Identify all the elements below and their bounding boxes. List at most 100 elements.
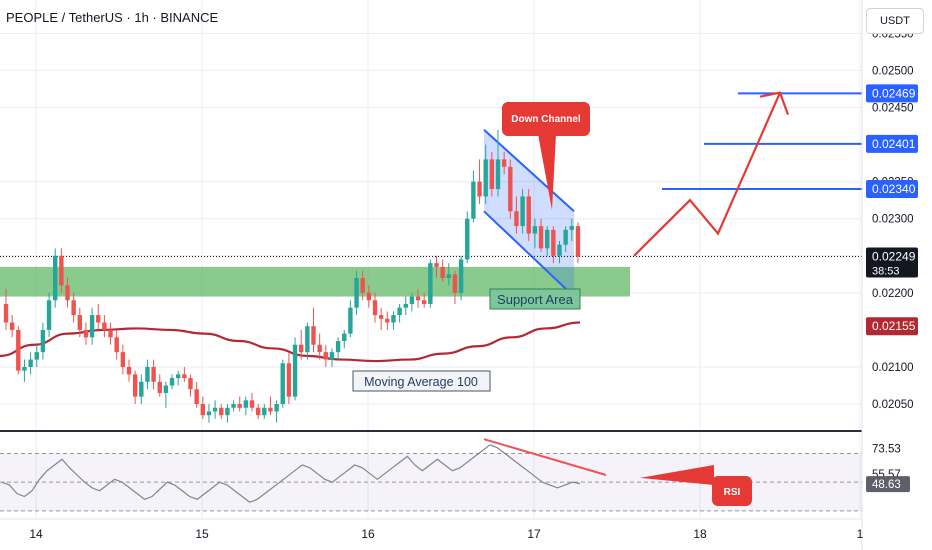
candle-body [323, 352, 328, 360]
chart-title: PEOPLE / TetherUS · 1h · BINANCE [6, 10, 219, 25]
moving-average-price-label: 0.02155 [872, 319, 916, 333]
candle-body [34, 352, 39, 360]
currency-selector[interactable]: USDT [866, 8, 924, 34]
rsi-pane: RSI [0, 438, 862, 512]
candle-body [280, 363, 285, 405]
candle-body [262, 407, 267, 416]
candle-body [96, 315, 101, 323]
support-area-callout[interactable]: Support Area [489, 288, 581, 310]
candle-body [372, 300, 378, 316]
candle-body [53, 255, 58, 301]
candle-body [551, 229, 556, 256]
candle-body [452, 274, 458, 293]
candle-body [428, 263, 433, 304]
candle-body [225, 407, 230, 416]
candle-body [311, 326, 316, 345]
rsi-axis-label: 73.53 [872, 443, 901, 455]
candle-body [489, 159, 495, 190]
down-channel-lower-line [483, 210, 575, 298]
forecast-arrow-head [759, 91, 790, 116]
last-price-label: 0.02249 [872, 250, 916, 264]
candle-body [22, 366, 27, 371]
support-area-label-box [489, 288, 581, 310]
candle-body [520, 196, 525, 227]
time-axis-tick-label: 1 [857, 527, 864, 541]
candle-countdown-label: 38:53 [872, 266, 900, 278]
candle-body [206, 411, 212, 416]
candle-body [182, 374, 187, 379]
candle-body [563, 229, 568, 245]
candle-body [3, 303, 9, 323]
candle-body [495, 159, 501, 190]
rsi-divergence-line [483, 438, 607, 476]
time-axis-tick-label: 16 [361, 527, 375, 541]
forecast-arrow-line [633, 92, 782, 257]
candle-body [354, 278, 359, 308]
candle-body [446, 274, 451, 279]
candle-body [471, 181, 476, 219]
price-axis-tick-label: 0.02300 [872, 214, 914, 226]
candle-body [274, 404, 279, 412]
down-channel-label: Down Channel [511, 114, 581, 125]
candle-body [145, 366, 150, 382]
moving-average-label: Moving Average 100 [364, 375, 478, 389]
candle-body [366, 292, 372, 301]
candle-body [102, 322, 107, 330]
candle-body [212, 407, 218, 412]
candle-body [569, 226, 574, 230]
candle-body [59, 255, 64, 286]
candle-body [243, 400, 249, 408]
candle-body [286, 363, 292, 397]
candle-body [335, 341, 341, 353]
candle-body [440, 266, 445, 279]
price-axis-tick-label: 0.02450 [872, 103, 914, 115]
rsi-callout-label: RSI [724, 487, 741, 498]
price-axis[interactable]: 0.020500.021000.022000.022500.023000.023… [861, 0, 918, 550]
time-axis[interactable]: 14 15 16 17 18 1 [0, 518, 864, 541]
candle-body [508, 166, 513, 212]
rsi-value-badge [866, 476, 910, 493]
price-axis-tick-label: 0.02100 [872, 362, 914, 374]
candle-body [188, 378, 193, 390]
candle-body [477, 181, 482, 197]
candle-body [114, 337, 119, 353]
down-channel-callout[interactable]: Down Channel [502, 102, 590, 210]
candle-body [545, 229, 550, 249]
candle-body [501, 159, 507, 167]
candle-body [132, 374, 138, 397]
candle-body [465, 218, 470, 260]
candle-body [532, 226, 538, 234]
grid [0, 0, 862, 518]
candle-body [538, 226, 544, 249]
candle-body [237, 404, 242, 408]
candle-body [268, 407, 273, 412]
candle-body [434, 263, 439, 267]
candle-body [422, 300, 427, 304]
level-price-label: 0.02340 [872, 182, 916, 196]
moving-average-callout[interactable]: Moving Average 100 [352, 370, 491, 392]
candle-body [231, 404, 236, 408]
price-axis-tick-label: 0.02200 [872, 288, 914, 300]
candle-body [403, 303, 408, 308]
candle-body [71, 300, 76, 316]
down-channel-callout-pointer [538, 134, 556, 210]
candle-body [65, 285, 70, 301]
level-price-badge [866, 134, 918, 153]
candle-body [77, 315, 82, 330]
candle-body [292, 344, 298, 397]
candle-body [46, 300, 52, 330]
rsi-callout-box [712, 476, 752, 506]
candle-body [255, 407, 261, 416]
candle-body [219, 407, 224, 416]
candles [3, 129, 581, 423]
candle-body [415, 296, 421, 301]
candle-body [120, 352, 126, 367]
candle-body [305, 326, 310, 353]
level-price-label: 0.02469 [872, 86, 916, 100]
candle-body [514, 211, 519, 227]
price-axis-tick-label: 0.02050 [872, 399, 914, 411]
candle-body [342, 333, 347, 342]
price-axis-tick-label: 0.02500 [872, 65, 914, 77]
down-channel-callout-box [502, 102, 590, 136]
